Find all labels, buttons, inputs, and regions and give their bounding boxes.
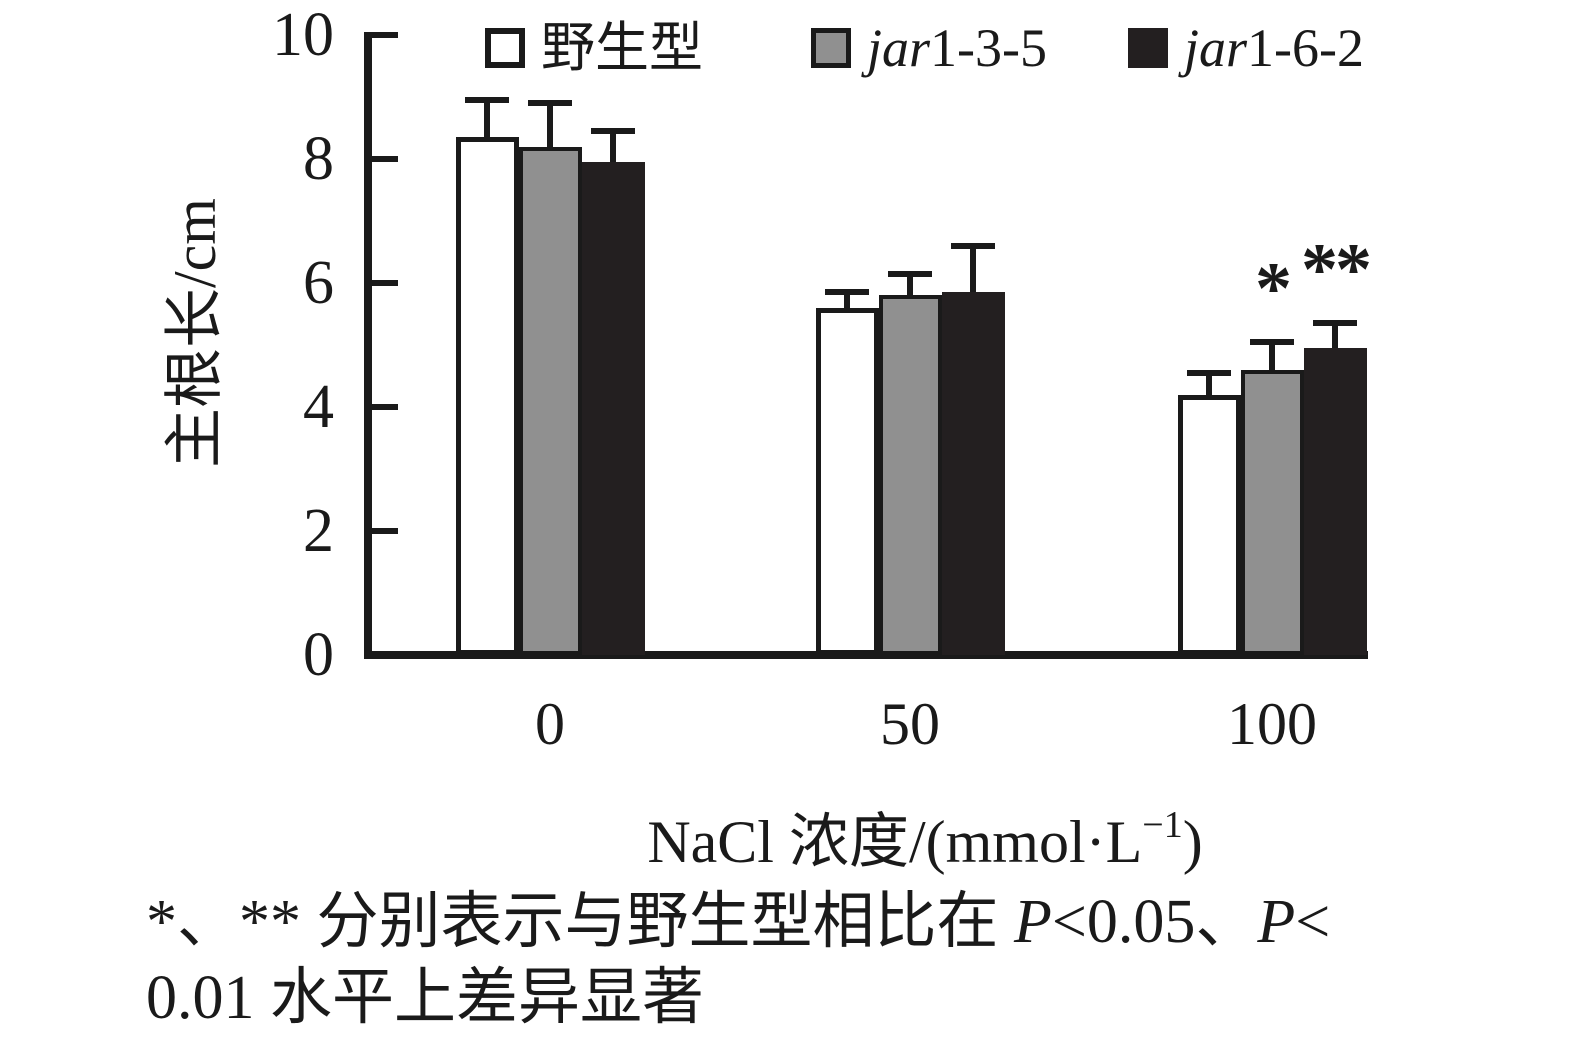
- superscript-minus-one: −1: [1142, 804, 1183, 846]
- bar-jar1-3-5-100: [1240, 369, 1304, 655]
- y-tick-label: 6: [303, 249, 334, 317]
- y-axis-tick: [372, 32, 398, 38]
- x-axis-title: NaCl 浓度/(mmol·L−1): [647, 804, 1203, 875]
- error-bar-cap: [888, 270, 932, 277]
- error-bar-stem: [1269, 341, 1275, 370]
- error-bar-cap: [825, 289, 869, 296]
- bar-jar1-6-2-0: [581, 162, 645, 655]
- error-bar-stem: [907, 273, 913, 296]
- y-tick-label: 10: [272, 1, 334, 69]
- error-bar-cap: [1313, 320, 1357, 327]
- error-bar-stem: [1206, 372, 1212, 395]
- legend-item-wild-type: 野生型: [485, 18, 703, 78]
- y-axis-line: [364, 32, 372, 659]
- legend-label-wild-type: 野生型: [541, 18, 703, 78]
- significance-annotation: *: [1255, 247, 1292, 330]
- y-tick-label: 2: [303, 497, 334, 565]
- bar-野生型-50: [815, 307, 879, 655]
- bar-jar1-3-5-0: [518, 146, 582, 655]
- error-bar-stem: [970, 245, 976, 293]
- bar-野生型-100: [1177, 394, 1241, 655]
- y-axis-tick: [372, 528, 398, 534]
- error-bar-stem: [547, 103, 553, 147]
- legend-label-jar1-3-5: jar1-3-5: [867, 18, 1047, 78]
- error-bar-stem: [844, 292, 850, 308]
- x-category-label: 50: [880, 691, 940, 757]
- footnote: *、** 分别表示与野生型相比在 P<0.05、P< 0.01 水平上差异显著: [146, 884, 1330, 1036]
- y-axis-tick: [372, 156, 398, 162]
- bar-jar1-6-2-50: [941, 292, 1005, 655]
- x-category-label: 100: [1227, 691, 1317, 757]
- error-bar-stem: [610, 131, 616, 163]
- legend-item-jar1-6-2: jar1-6-2: [1128, 18, 1364, 78]
- wild-type-swatch-icon: [485, 28, 525, 68]
- footnote-line-2: 0.01 水平上差异显著: [146, 964, 705, 1032]
- y-axis-tick: [372, 404, 398, 410]
- error-bar-stem: [484, 100, 490, 138]
- footnote-line-1: *、** 分别表示与野生型相比在 P<0.05、P<: [146, 888, 1331, 956]
- error-bar-cap: [465, 97, 509, 104]
- error-bar-cap: [591, 128, 635, 135]
- y-axis-tick: [372, 280, 398, 286]
- jar1-6-2-swatch-icon: [1128, 28, 1168, 68]
- legend-label-jar1-6-2: jar1-6-2: [1184, 18, 1364, 78]
- x-category-label: 0: [535, 691, 565, 757]
- error-bar-cap: [528, 100, 572, 107]
- y-tick-label: 0: [303, 621, 334, 689]
- legend-item-jar1-3-5: jar1-3-5: [811, 18, 1047, 78]
- y-tick-label: 8: [303, 125, 334, 193]
- error-bar-cap: [951, 242, 995, 249]
- error-bar-cap: [1250, 338, 1294, 345]
- bar-jar1-3-5-50: [878, 295, 942, 655]
- jar1-3-5-swatch-icon: [811, 28, 851, 68]
- bar-jar1-6-2-100: [1303, 348, 1367, 655]
- bar-野生型-0: [455, 137, 519, 655]
- error-bar-stem: [1332, 323, 1338, 349]
- significance-annotation: **: [1301, 229, 1372, 312]
- error-bar-cap: [1187, 369, 1231, 376]
- y-tick-label: 4: [303, 373, 334, 441]
- x-axis-line: [364, 651, 1368, 659]
